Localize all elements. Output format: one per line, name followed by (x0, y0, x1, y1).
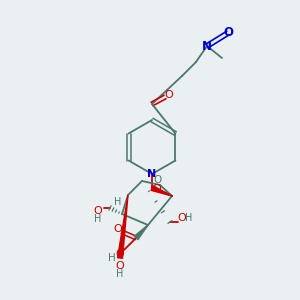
Text: O: O (223, 26, 233, 40)
Text: O: O (165, 90, 173, 100)
Text: O: O (116, 261, 124, 271)
Polygon shape (118, 195, 128, 258)
Text: O: O (153, 184, 161, 194)
Text: O: O (116, 249, 124, 259)
Polygon shape (151, 186, 172, 196)
Text: H: H (114, 197, 122, 207)
Text: O: O (178, 213, 186, 223)
Text: O: O (114, 224, 122, 234)
Text: N: N (147, 169, 157, 179)
Text: H: H (108, 253, 116, 263)
Text: H: H (185, 213, 193, 223)
Polygon shape (134, 225, 148, 240)
Text: N: N (202, 40, 212, 52)
Text: O: O (153, 175, 161, 185)
Text: H: H (116, 269, 124, 279)
Text: H: H (94, 214, 102, 224)
Text: O: O (94, 206, 102, 216)
